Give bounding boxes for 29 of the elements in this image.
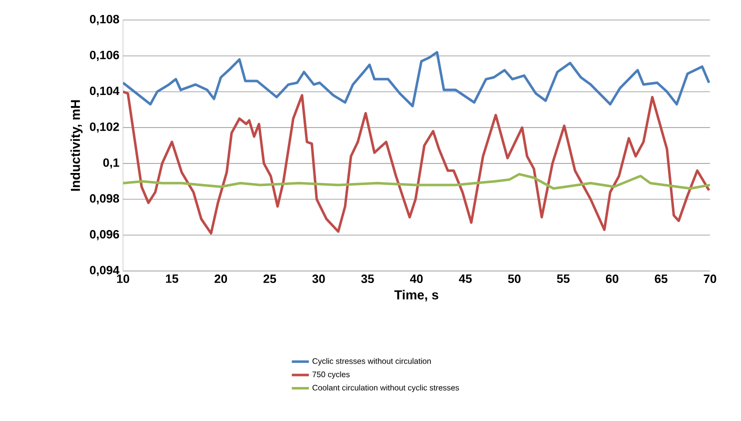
x-tick-label: 65 bbox=[654, 274, 668, 284]
x-tick-label: 45 bbox=[458, 274, 472, 283]
legend-label: Coolant circulation without cyclic stresses bbox=[312, 384, 459, 392]
y-tick-label: 0,094 bbox=[90, 266, 120, 276]
y-tick-label: 0,098 bbox=[90, 194, 120, 204]
x-axis-title: Time, s bbox=[394, 290, 438, 302]
x-tick-label: 15 bbox=[166, 274, 178, 283]
y-tick-label: 0,106 bbox=[90, 50, 120, 61]
y-axis-title: Inductivity, mH bbox=[70, 100, 83, 191]
y-tick-label: 0,1 bbox=[103, 158, 120, 169]
x-tick-label: 25 bbox=[264, 274, 276, 284]
y-tick-label: 0,102 bbox=[90, 122, 119, 133]
x-tick-label: 30 bbox=[312, 274, 325, 284]
x-tick-label: 50 bbox=[508, 274, 521, 284]
line-series bbox=[123, 90, 710, 235]
x-tick-label: 35 bbox=[361, 274, 374, 284]
legend-label: Cyclic stresses without circulation bbox=[312, 358, 431, 366]
x-tick-label: 10 bbox=[117, 274, 130, 284]
x-tick-label: 55 bbox=[556, 274, 570, 283]
line-series bbox=[123, 172, 710, 190]
line-series bbox=[123, 51, 710, 108]
y-tick-label: 0,096 bbox=[90, 230, 120, 240]
y-tick-label: 0,108 bbox=[90, 14, 120, 26]
y-tick-label: 0,104 bbox=[90, 86, 120, 97]
legend-label: 750 cycles bbox=[312, 371, 350, 379]
x-tick-label: 70 bbox=[704, 274, 716, 284]
x-tick-label: 60 bbox=[606, 274, 618, 284]
x-tick-label: 40 bbox=[410, 274, 423, 284]
x-tick-label: 20 bbox=[214, 274, 228, 284]
